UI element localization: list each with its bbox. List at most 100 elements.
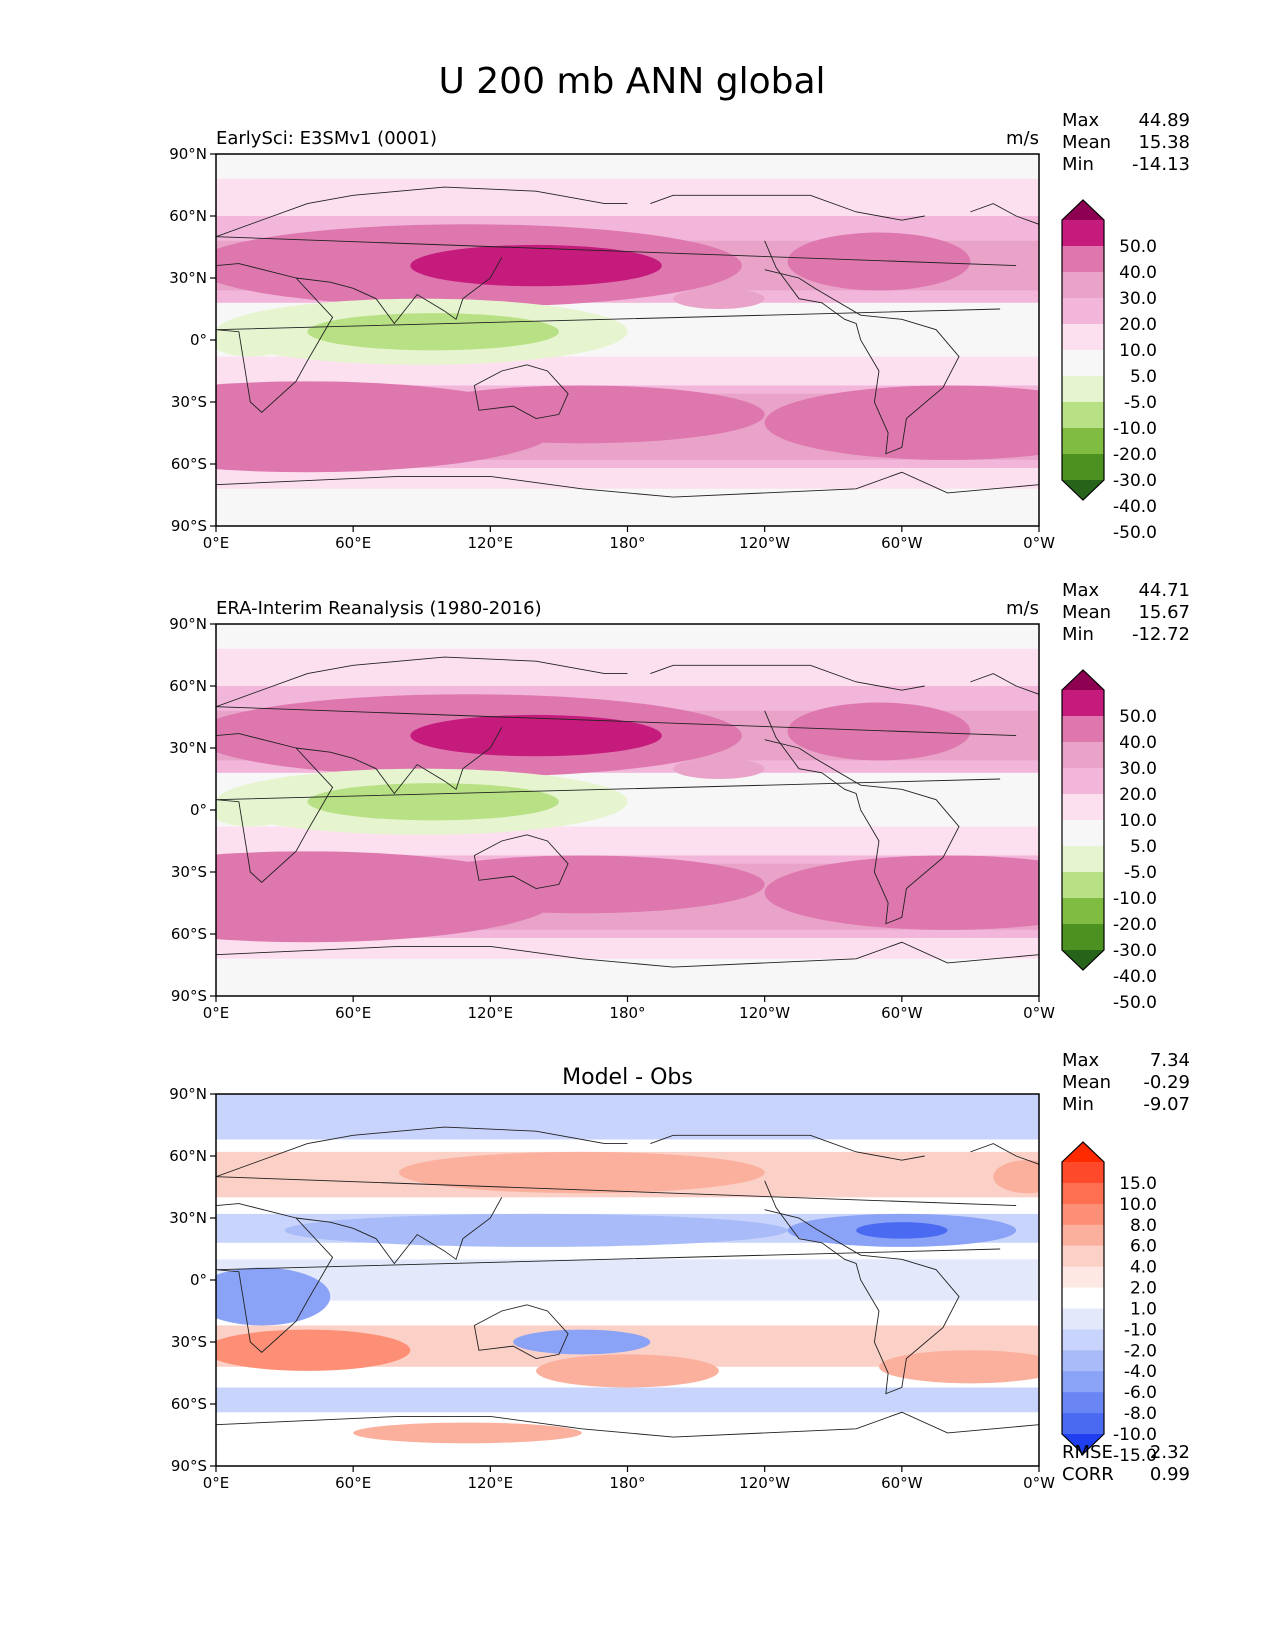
x-tick-label: 120°W <box>739 1474 790 1492</box>
colorbar-label: -1.0 <box>1124 1320 1157 1340</box>
colorbar-segment <box>1062 1392 1104 1414</box>
colorbar-label: 10.0 <box>1119 341 1157 361</box>
colorbar-extend-max <box>1062 670 1104 690</box>
x-tick-label: 0°W <box>1023 1004 1055 1022</box>
y-tick-label: 30°N <box>169 269 207 287</box>
colorbar-segment <box>1062 742 1104 769</box>
map-area <box>216 1094 1039 1466</box>
coastline-3 <box>216 1203 1001 1353</box>
colorbar-label: 4.0 <box>1130 1258 1157 1278</box>
metric-label: CORR <box>1062 1464 1114 1485</box>
colorbar-segment <box>1062 324 1104 351</box>
colorbar-segment <box>1062 428 1104 455</box>
y-tick-label: 30°N <box>169 739 207 757</box>
y-tick-label: 60°N <box>169 677 207 695</box>
contour-band-sh-polar <box>216 938 1039 959</box>
x-tick-label: 60°E <box>335 534 371 552</box>
y-tick-label: 90°N <box>169 615 207 633</box>
coastline-1 <box>650 194 925 221</box>
metric-label: RMSE <box>1062 1442 1113 1463</box>
colorbar-segment <box>1062 1162 1104 1184</box>
x-tick-label: 120°E <box>468 1474 514 1492</box>
colorbar-segment <box>1062 272 1104 299</box>
coastline-7 <box>216 471 1039 498</box>
colorbar-label: 6.0 <box>1130 1237 1157 1257</box>
colorbar-label: -8.0 <box>1124 1404 1157 1424</box>
colorbar-label: 15.0 <box>1119 1174 1157 1194</box>
x-tick-label: 120°E <box>468 1004 514 1022</box>
panel-reference: 0°E 60°E 120°E 180° 120°W 60°W 0°W 90°N 60°N 30°N… <box>169 580 1190 1022</box>
stat-value: 7.34 <box>1150 1050 1190 1071</box>
colorbar: 50.0 40.0 30.0 20.0 10.0 5.0 -5.0 -10.0 -20.0 -30… <box>1061 199 1157 543</box>
contour-band-arctic-neg <box>216 1094 1039 1140</box>
metric-value: 0.99 <box>1150 1464 1190 1485</box>
colorbar-segment <box>1062 846 1104 873</box>
coastline-4 <box>295 1197 503 1265</box>
contour-nh-jet-atlantic <box>787 232 971 291</box>
contour-band-sh-polar <box>216 468 1039 489</box>
x-tick-label: 0°E <box>203 534 230 552</box>
x-tick-label: 60°W <box>881 1474 923 1492</box>
contour-sh-jet-pacific <box>398 385 765 444</box>
colorbar-segment <box>1062 820 1104 847</box>
contour-pos-africa <box>216 1329 411 1371</box>
contour-pos-europe <box>993 1160 1039 1194</box>
colorbar-segment <box>1062 376 1104 403</box>
panel-difference: 0°E 60°E 120°E 180° 120°W 60°W 0°W 90°N 60°N 30°N… <box>169 1050 1190 1492</box>
contour-neg-sh-pacific <box>513 1329 651 1355</box>
colorbar-label: -30.0 <box>1113 941 1157 961</box>
coastline-0 <box>216 1126 1017 1207</box>
colorbar-segment <box>1062 1224 1104 1247</box>
contour-subtrop-pacific <box>673 758 765 780</box>
panel-test: 0°E 60°E 120°E 180° 120°W 60°W 0°W 90°N 60°N 30°N… <box>169 110 1190 552</box>
colorbar-segment <box>1062 794 1104 821</box>
stat-value: -9.07 <box>1143 1094 1190 1115</box>
coastline-1 <box>650 1134 925 1161</box>
coastline-2 <box>970 1143 1039 1165</box>
y-tick-label: 90°N <box>169 145 207 163</box>
coastline-6 <box>764 1180 960 1395</box>
contour-band-arctic <box>216 648 1039 686</box>
stat-label: Max <box>1062 1050 1100 1071</box>
colorbar-label: -40.0 <box>1113 497 1157 517</box>
colorbar-label: -50.0 <box>1113 993 1157 1013</box>
colorbar-label: -20.0 <box>1113 445 1157 465</box>
colorbar-label: 40.0 <box>1119 263 1157 283</box>
panel-units: m/s <box>1006 128 1039 149</box>
colorbar-extend-min <box>1062 1434 1104 1454</box>
colorbar-label: -15.0 <box>1113 1446 1157 1466</box>
colorbar-segment <box>1062 1182 1104 1205</box>
contour-sh-jet-atlantic <box>764 385 1039 460</box>
map-area <box>216 154 1039 526</box>
colorbar-label: -4.0 <box>1124 1362 1157 1382</box>
colorbar-label: 30.0 <box>1119 759 1157 779</box>
y-tick-label: 90°S <box>171 1457 207 1475</box>
colorbar-outline <box>1061 1141 1105 1455</box>
colorbar-segment <box>1062 1308 1104 1330</box>
contour-pos-sh-atlantic <box>878 1350 1039 1384</box>
stat-value: 44.71 <box>1138 580 1190 601</box>
contour-pos-sh-pacific <box>536 1354 719 1388</box>
stat-value: 15.38 <box>1138 132 1190 153</box>
coastline-3 <box>216 733 1001 883</box>
colorbar-segment <box>1062 1413 1104 1435</box>
coastline-4 <box>295 727 503 795</box>
y-tick-label: 60°S <box>171 455 207 473</box>
colorbar-segment <box>1062 768 1104 795</box>
y-tick-label: 0° <box>190 1271 207 1289</box>
colorbar-segment <box>1062 454 1104 481</box>
colorbar-label: -30.0 <box>1113 471 1157 491</box>
y-tick-label: 60°S <box>171 1395 207 1413</box>
y-tick-label: 0° <box>190 801 207 819</box>
contour-nh-jet-core <box>410 714 662 757</box>
x-tick-label: 0°E <box>203 1004 230 1022</box>
contour-band-trop-neg <box>216 1259 1039 1301</box>
stat-value: 15.67 <box>1138 602 1190 623</box>
x-tick-label: 120°E <box>468 534 514 552</box>
colorbar-segment <box>1062 350 1104 377</box>
contour-pos-antarctic <box>353 1422 582 1444</box>
stat-value: 44.89 <box>1138 110 1190 131</box>
colorbar-label: 10.0 <box>1119 811 1157 831</box>
coastline-5 <box>473 1304 569 1360</box>
colorbar: 15.010.08.06.04.02.01.0-1.0-2.0-4.0-6.0-… <box>1061 1141 1157 1466</box>
